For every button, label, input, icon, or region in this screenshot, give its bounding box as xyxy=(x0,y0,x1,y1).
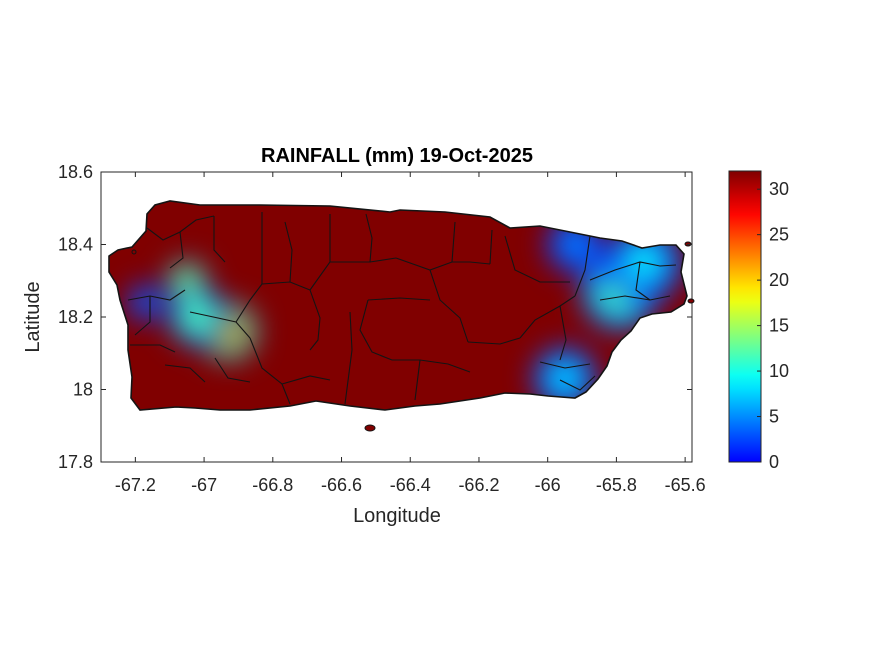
x-tick-label: -66.2 xyxy=(458,475,499,495)
rain-ring xyxy=(220,323,237,340)
municipality-border xyxy=(392,359,471,373)
y-tick-label: 18.6 xyxy=(58,162,93,182)
municipality-border xyxy=(249,337,291,405)
x-tick-label: -67 xyxy=(191,475,217,495)
rain-ring xyxy=(189,308,206,326)
municipality-border xyxy=(539,361,591,369)
colorbar-tick-label: 20 xyxy=(769,270,789,290)
rain-ring xyxy=(180,274,194,288)
municipality-border xyxy=(559,375,596,391)
x-tick-label: -67.2 xyxy=(115,475,156,495)
rain-cell xyxy=(167,261,207,301)
municipality-border xyxy=(213,216,226,263)
municipality-border xyxy=(169,231,184,269)
municipality-border xyxy=(504,235,570,283)
rain-cell xyxy=(127,284,164,321)
x-tick-label: -66.4 xyxy=(390,475,431,495)
colorbar-tick-label: 5 xyxy=(769,407,779,427)
municipality-border xyxy=(414,359,421,401)
rain-ring xyxy=(556,370,574,388)
municipality-border xyxy=(429,269,469,343)
x-tick-label: -66.6 xyxy=(321,475,362,495)
municipality-border xyxy=(214,357,251,383)
municipality-border xyxy=(635,261,651,301)
municipality-border xyxy=(519,295,576,339)
colorbar-ticks: 0 5 10 15 20 25 30 xyxy=(757,179,789,472)
municipality-border xyxy=(599,295,671,301)
municipality-border xyxy=(309,289,321,351)
colorbar-tick-label: 30 xyxy=(769,179,789,199)
municipality-border xyxy=(127,289,186,301)
municipality-border xyxy=(365,213,373,263)
islet xyxy=(364,424,376,432)
y-tick-label: 18 xyxy=(73,380,93,400)
x-axis: -67.2 -67 -66.8 -66.6 -66.4 -66.2 -66 -65.8 -65.… xyxy=(115,172,706,495)
municipality-border xyxy=(130,344,176,353)
colorbar-tick-label: 0 xyxy=(769,452,779,472)
colorbar-tick-label: 25 xyxy=(769,225,789,245)
municipality-border xyxy=(451,221,456,263)
municipality-border xyxy=(344,311,353,405)
x-tick-label: -66 xyxy=(535,475,561,495)
y-tick-label: 17.8 xyxy=(58,452,93,472)
municipality-border xyxy=(284,221,293,283)
y-axis: 17.8 18 18.2 18.4 18.6 xyxy=(58,162,692,472)
island-outline xyxy=(108,200,688,411)
y-axis-label: Latitude xyxy=(22,281,44,352)
chart-title: RAINFALL (mm) 19-Oct-2025 xyxy=(261,145,533,167)
rain-cell xyxy=(169,288,226,346)
municipality-border xyxy=(559,305,567,361)
municipality-border xyxy=(164,364,206,383)
municipality-border xyxy=(489,229,493,265)
municipality-border xyxy=(359,299,393,361)
islet xyxy=(687,298,695,304)
rain-ring xyxy=(139,296,152,309)
municipality-border xyxy=(134,296,151,336)
municipality-borders xyxy=(127,212,677,405)
municipality-border xyxy=(574,235,591,297)
colorbar-tick-label: 15 xyxy=(769,316,789,336)
colorbar-tick-label: 10 xyxy=(769,361,789,381)
x-tick-label: -65.6 xyxy=(665,475,706,495)
municipality-border xyxy=(467,337,521,345)
rain-ring xyxy=(567,236,584,253)
municipality-border xyxy=(281,375,331,385)
x-axis-label: Longitude xyxy=(353,505,441,527)
y-tick-label: 18.4 xyxy=(58,235,93,255)
y-tick-label: 18.2 xyxy=(58,307,93,327)
colorbar xyxy=(728,170,762,463)
islet xyxy=(131,249,137,255)
x-tick-label: -65.8 xyxy=(596,475,637,495)
municipality-border xyxy=(189,311,251,339)
x-tick-label: -66.8 xyxy=(252,475,293,495)
municipality-border xyxy=(235,283,263,323)
municipality-border xyxy=(367,297,431,301)
